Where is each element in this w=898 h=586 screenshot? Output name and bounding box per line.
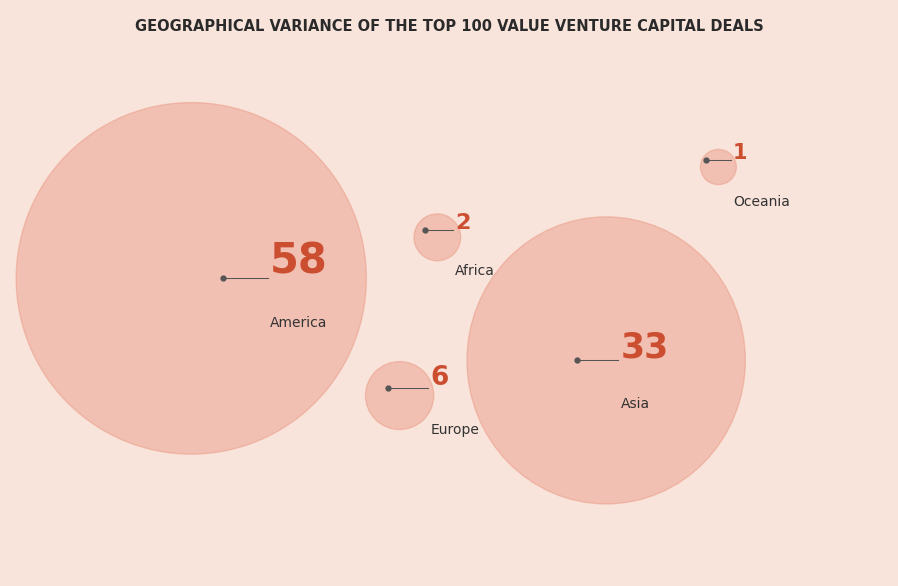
Text: 6: 6: [430, 366, 448, 391]
Text: America: America: [269, 316, 327, 331]
Text: 33: 33: [621, 331, 669, 364]
Text: GEOGRAPHICAL VARIANCE OF THE TOP 100 VALUE VENTURE CAPITAL DEALS: GEOGRAPHICAL VARIANCE OF THE TOP 100 VAL…: [135, 19, 763, 34]
Text: 58: 58: [269, 240, 327, 282]
Ellipse shape: [16, 103, 366, 454]
Ellipse shape: [414, 214, 461, 261]
Text: Africa: Africa: [455, 264, 495, 278]
Text: Oceania: Oceania: [733, 195, 789, 209]
Ellipse shape: [467, 217, 745, 504]
Ellipse shape: [365, 362, 434, 430]
Text: 1: 1: [733, 143, 747, 163]
Text: Asia: Asia: [621, 397, 649, 411]
Ellipse shape: [700, 149, 736, 185]
Text: Europe: Europe: [430, 423, 479, 437]
Text: 2: 2: [455, 213, 471, 233]
